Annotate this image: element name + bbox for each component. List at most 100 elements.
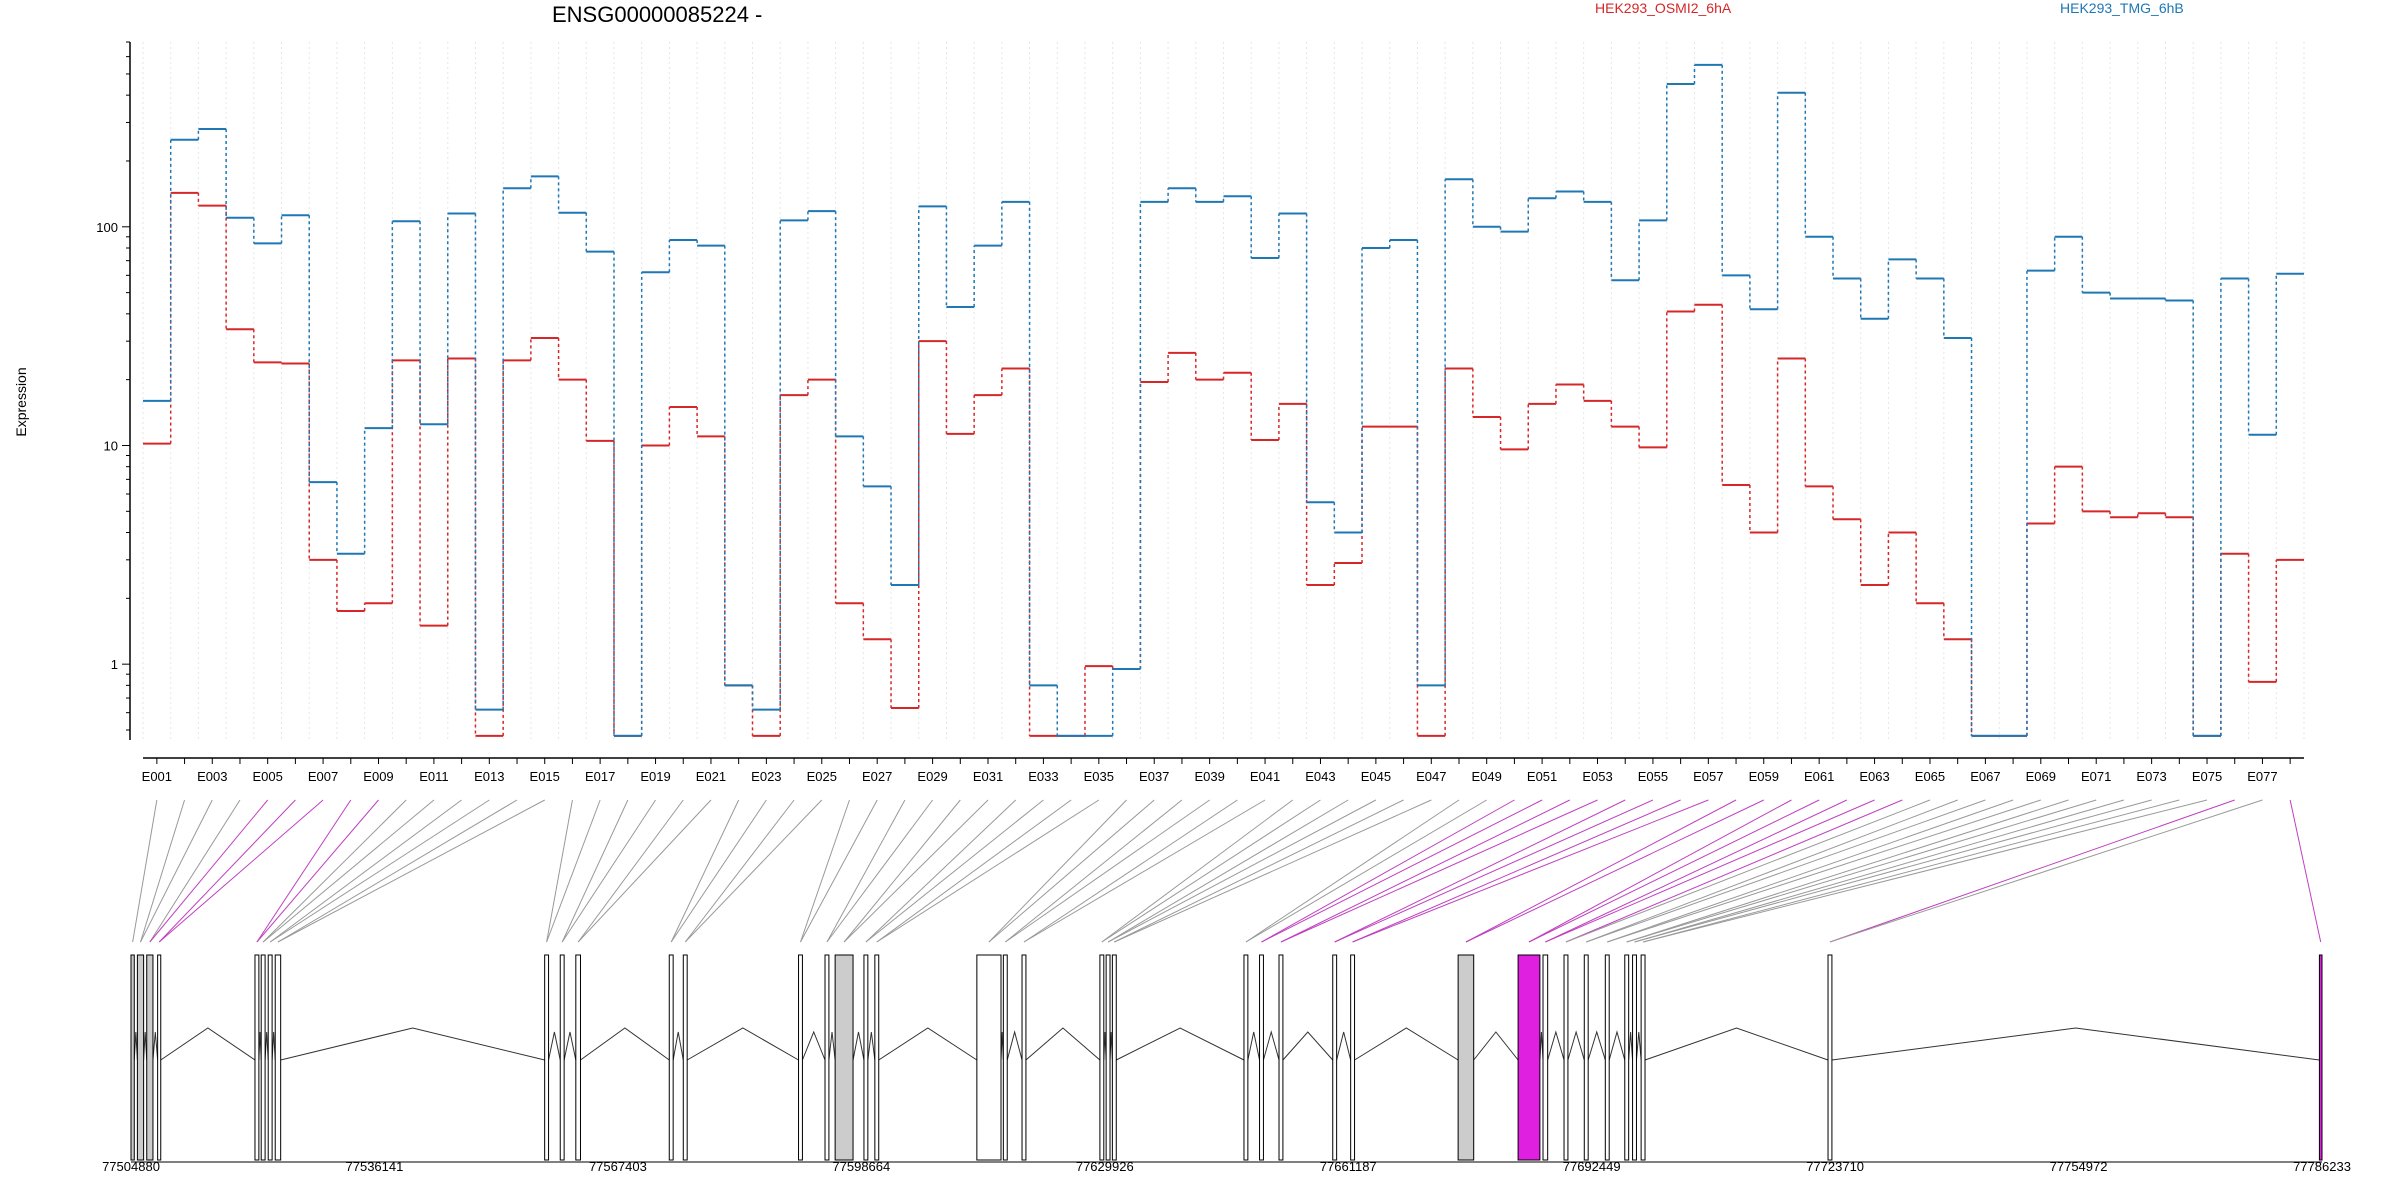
connector-line [876,799,1072,943]
x-tick-label: E003 [197,769,227,784]
connector-line [1634,799,2125,943]
connector-line [158,799,324,943]
x-tick-label: E033 [1028,769,1058,784]
intron [878,1027,978,1061]
x-tick-label: E001 [142,769,172,784]
exon-block [1243,954,1249,1161]
connector-line [1545,799,1875,943]
connector-line [1280,799,1598,943]
connector-line [149,799,241,943]
exon-block [1099,954,1105,1161]
intron [1247,1031,1261,1061]
connector-line [262,799,435,943]
connector-line [1114,799,1432,943]
connector-line [1586,799,1986,943]
y-tick-label: 1 [111,657,118,672]
exon-block [146,954,154,1161]
connector-line [1528,799,1792,943]
intron [686,1027,799,1061]
connector-line [1101,799,1294,943]
connector-line [988,799,1155,943]
intron [1567,1030,1585,1061]
intron [867,1031,876,1061]
connector-line [1586,799,1958,943]
exon-block [1604,954,1610,1161]
connector-line [140,799,186,943]
connector-line [843,799,961,943]
connector-line [256,799,379,943]
intron [672,1031,684,1061]
x-tick-label: E055 [1638,769,1668,784]
connector-line [1528,799,1820,943]
intron [1336,1031,1352,1061]
x-tick-label: E071 [2081,769,2111,784]
expression-series [143,63,2304,737]
exon-block [1111,954,1117,1161]
series-osmi2 [143,191,2304,737]
intron [1547,1030,1565,1061]
connector-line [546,799,601,943]
x-tick-label: E069 [2026,769,2056,784]
connector-line [1107,799,1349,943]
x-tick-label: E037 [1139,769,1169,784]
connector-line [277,799,518,943]
connector-line [262,799,407,943]
exon-block [863,954,869,1161]
connector-line [149,799,269,943]
connector-line [1626,799,2069,943]
exon-block [1632,954,1637,1161]
intron [264,1031,269,1061]
exon-block [1259,954,1264,1161]
exon-block [1542,954,1549,1161]
intron [563,1031,577,1061]
connector-line [1114,799,1404,943]
x-tick-label: E039 [1194,769,1224,784]
x-tick-label: E017 [585,769,615,784]
intron [1831,1027,2320,1061]
connector-line [1829,799,2263,943]
exon-block [976,954,1002,1161]
genomic-tick-label: 77504880 [102,1159,160,1174]
exon-block [1278,954,1284,1161]
intron [280,1027,545,1061]
connector-line [865,799,1044,943]
intron [1644,1027,1829,1061]
x-tick-label: E007 [308,769,338,784]
connector-line [269,799,462,943]
connector-line [1565,799,1903,943]
vertical-gridlines [142,42,2305,740]
genomic-tick-label: 77629926 [1076,1159,1134,1174]
exon-block [1332,954,1338,1161]
intron [1025,1027,1101,1061]
x-axis: E001 E003 E005 E007 E009 E011 E013 E015 E017 E019… [142,757,2304,784]
x-tick-label: E027 [862,769,892,784]
intron [548,1031,561,1061]
intron [160,1027,256,1061]
intron [1539,1031,1544,1061]
x-tick-label: E065 [1915,769,1945,784]
x-tick-label: E005 [252,769,282,784]
chart-title: ENSG00000085224 - [552,2,762,27]
exon-connector-lines [132,799,2322,943]
x-tick-label: E077 [2247,769,2277,784]
genomic-tick-label: 77598664 [832,1159,890,1174]
genomic-tick-label: 77567403 [589,1159,647,1174]
y-axis: 1 10 100 [96,41,131,740]
connector-line [843,799,989,943]
connector-line [1245,799,1460,943]
connector-line [256,799,352,943]
exon-block [130,954,135,1161]
intron [580,1027,670,1061]
connector-line [2289,799,2322,943]
genomic-tick-label: 77754972 [2050,1159,2108,1174]
connector-line [1261,799,1543,943]
genomic-tick-label: 77692449 [1563,1159,1621,1174]
exon-block [1624,954,1630,1161]
y-tick-label: 10 [104,438,118,453]
connector-line [1607,799,2014,943]
connector-line [826,799,933,943]
exon-block [1640,954,1646,1161]
connector-line [546,799,573,943]
connector-line [1607,799,2041,943]
